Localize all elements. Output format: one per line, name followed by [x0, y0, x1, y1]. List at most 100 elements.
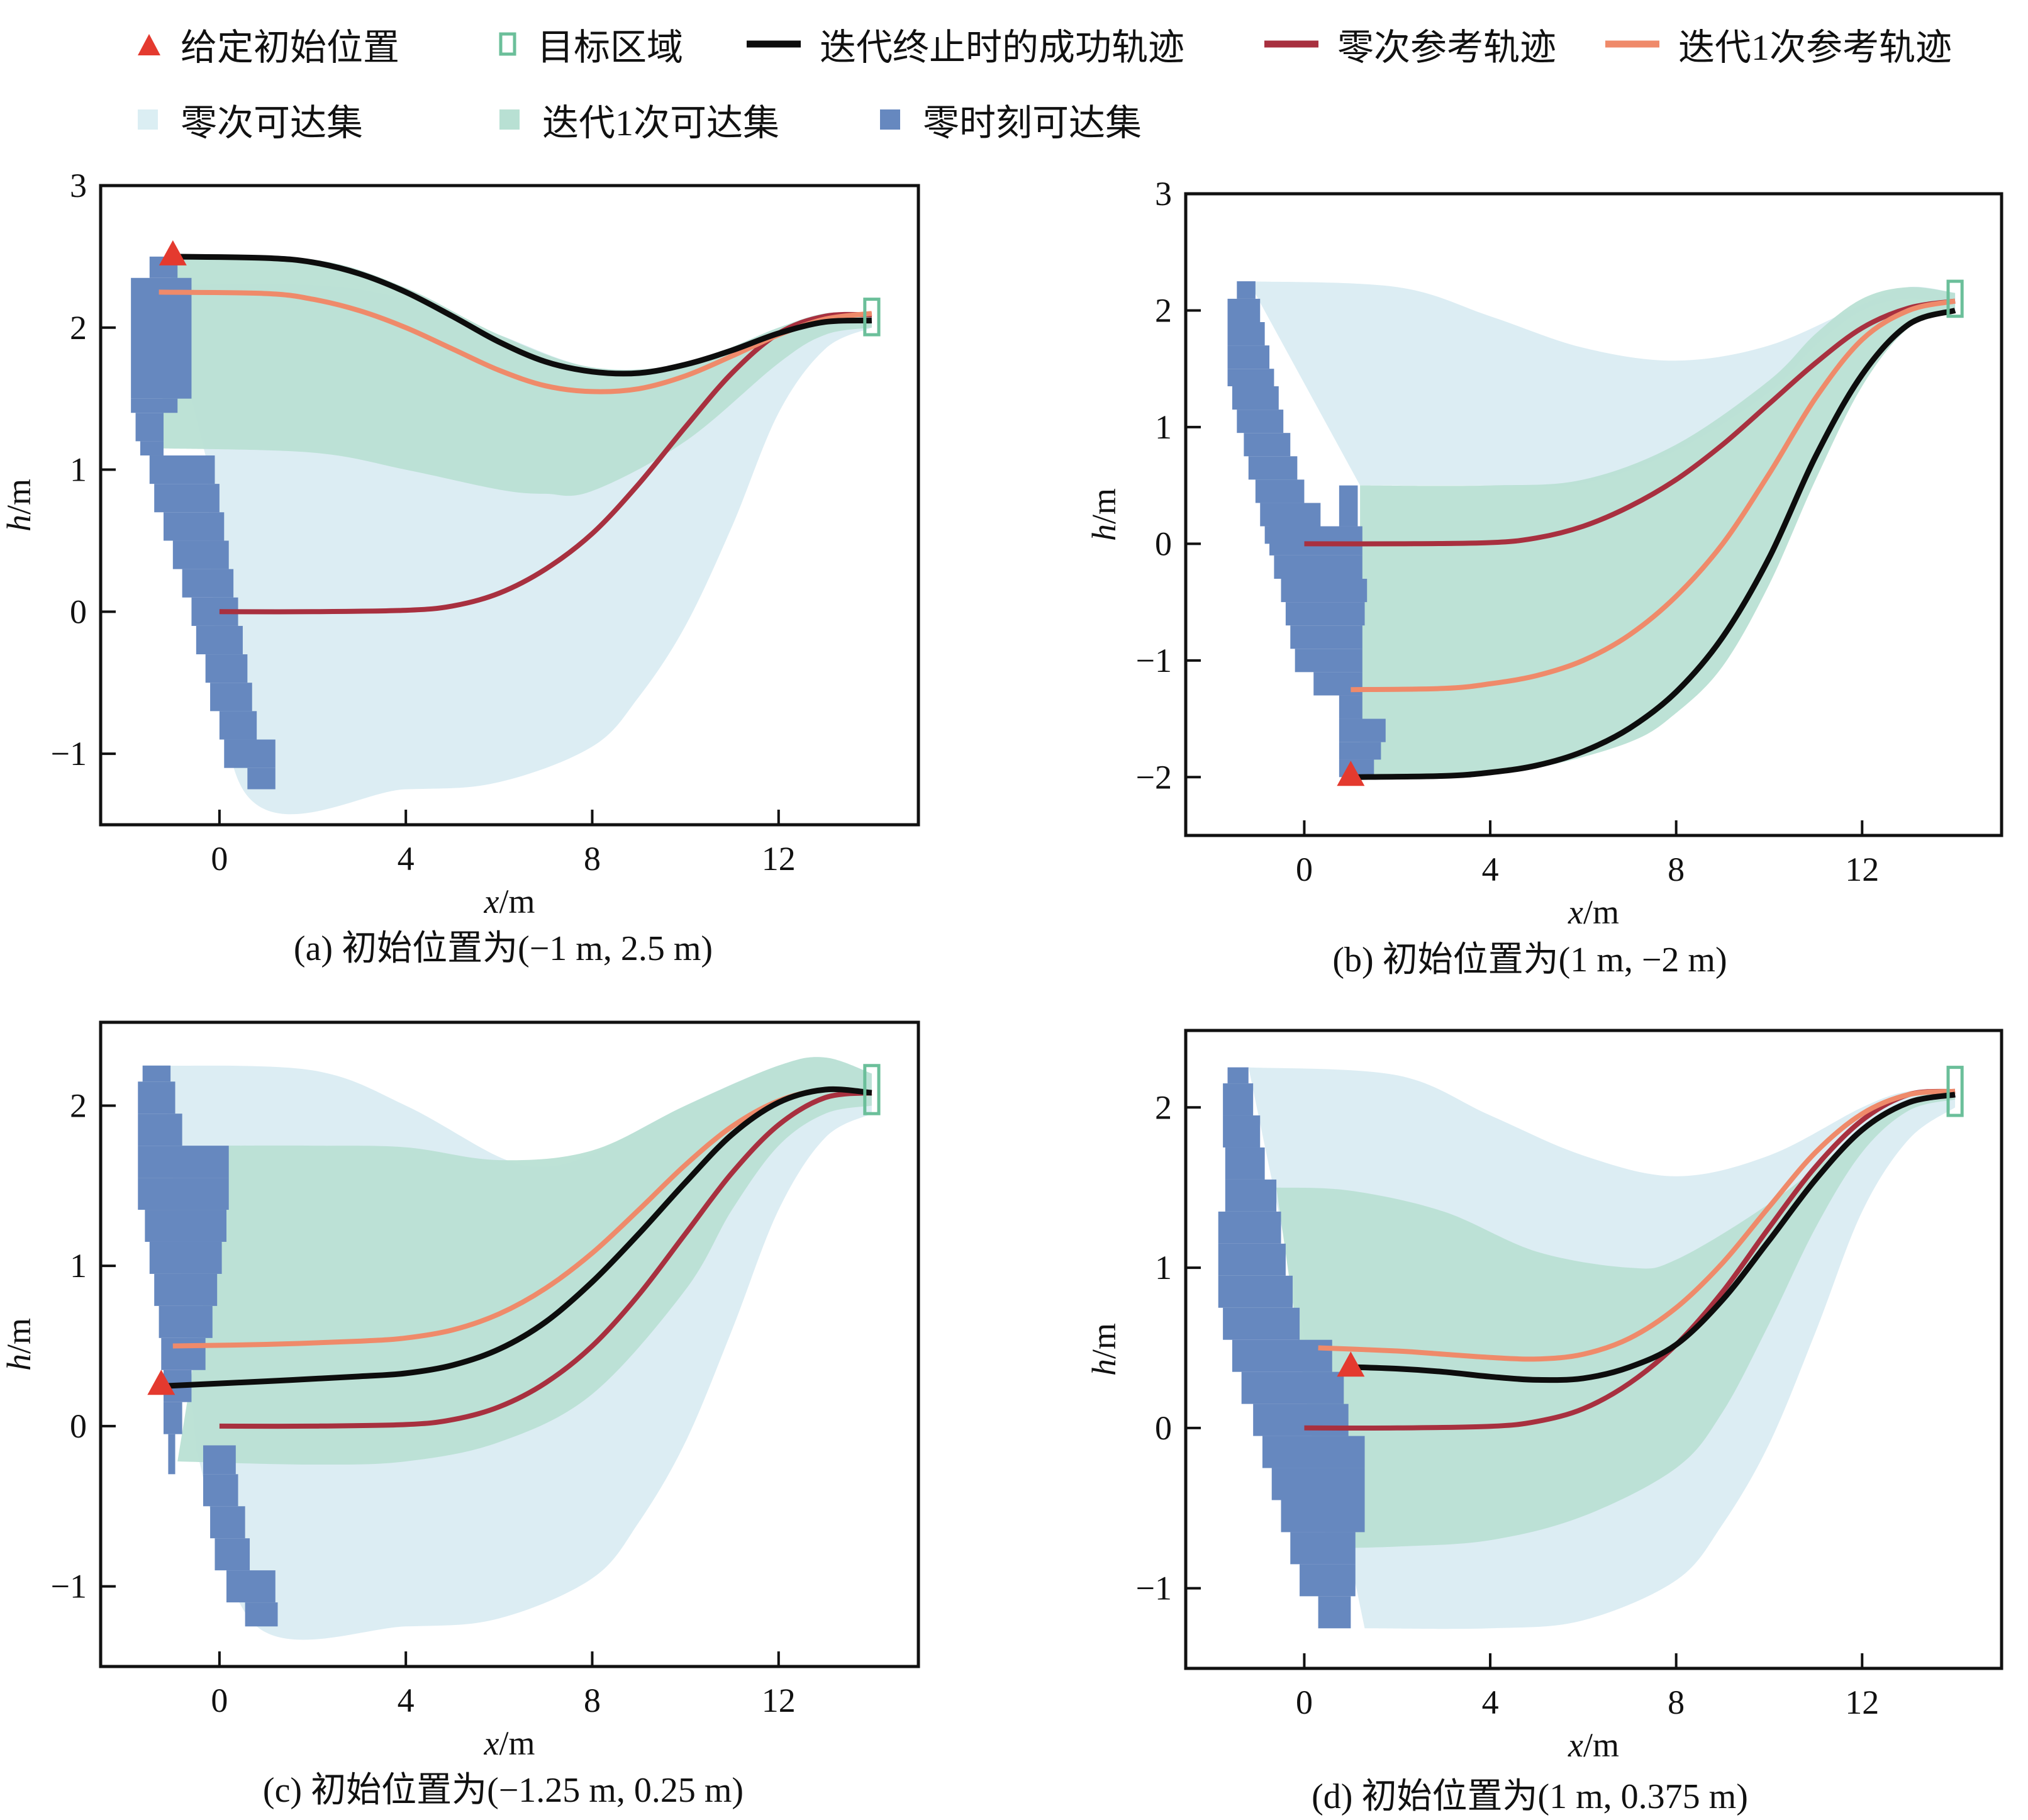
- reachT0-cell: [131, 398, 178, 413]
- y-tick-label: 3: [1155, 175, 1172, 213]
- x-tick-label: 8: [584, 840, 601, 878]
- reachT0-cell: [1339, 485, 1358, 527]
- x-axis-var: x: [484, 883, 499, 920]
- reachT0-cell: [1237, 281, 1256, 299]
- reachT0-cell: [1218, 1275, 1293, 1308]
- reachT0-cell: [172, 540, 229, 569]
- reachT0-cell: [1248, 456, 1298, 480]
- reachT0-cell: [1223, 1307, 1300, 1340]
- black-line-icon: [747, 40, 801, 48]
- trajectory-success: [1351, 308, 1956, 780]
- x-tick-label: 12: [762, 840, 796, 878]
- trajectory-ref1: [1351, 298, 1956, 693]
- reachT0-cell: [1227, 369, 1274, 386]
- reachT0-cell: [1271, 1468, 1365, 1500]
- x-tick-label: 12: [762, 1682, 796, 1719]
- reachT0-cell: [210, 1506, 245, 1539]
- y-axis-var: h: [0, 1354, 38, 1371]
- start-marker: [147, 1370, 176, 1395]
- reachT0-cell: [1232, 1339, 1332, 1372]
- y-tick-label: 3: [70, 167, 87, 204]
- x-tick-label: 0: [211, 1682, 228, 1719]
- x-tick-label: 4: [1482, 1683, 1499, 1721]
- reachT0-cell: [1339, 718, 1386, 742]
- y-axis-var: h: [0, 515, 38, 532]
- trajectory-success: [1351, 1091, 1956, 1383]
- x-tick-label: 0: [1296, 851, 1313, 888]
- reachT0-cell: [1237, 410, 1284, 433]
- x-axis-label: x/m: [1568, 893, 1619, 931]
- reach1-band: [177, 1057, 872, 1465]
- reachT0-cell: [203, 1445, 236, 1475]
- x-axis-unit: /m: [1583, 1726, 1619, 1764]
- reachT0-cell: [1253, 1404, 1349, 1436]
- reachT0-set: [1218, 1067, 1365, 1629]
- legend-label: 迭代1次参考轨迹: [1678, 27, 1953, 68]
- reachT0-cell: [140, 441, 164, 455]
- reachT0-cell: [1225, 1147, 1265, 1180]
- reachT0-cell: [210, 683, 252, 712]
- reachT0-cell: [1227, 345, 1270, 369]
- reachT0-cell: [135, 413, 164, 442]
- reachT0-cell: [138, 1178, 229, 1210]
- legend-item-reach1: 迭代1次可达集: [497, 93, 779, 146]
- start-marker: [1337, 1351, 1365, 1377]
- plot-area: [138, 1057, 872, 1640]
- x-tick-label: 4: [398, 1682, 415, 1719]
- red-triangle-icon: [138, 34, 160, 55]
- y-axis-label: h/m: [0, 479, 38, 532]
- y-tick-label: 0: [1155, 525, 1172, 562]
- reachT0-set: [138, 1065, 278, 1627]
- y-axis-unit: /m: [0, 479, 38, 515]
- reachT0-cell: [1281, 1500, 1365, 1532]
- reachT0-set: [1227, 281, 1386, 778]
- reachT0-cell: [1255, 479, 1305, 503]
- y-tick-label: 0: [1155, 1409, 1172, 1447]
- y-tick-label: 0: [70, 1407, 87, 1445]
- reachT0-cell: [1223, 1115, 1261, 1147]
- x-axis-var: x: [1568, 893, 1583, 931]
- reachT0-cell: [1295, 649, 1362, 673]
- reachT0-cell: [138, 1081, 176, 1114]
- reachT0-cell: [154, 484, 220, 513]
- open-rectangle-icon: [499, 32, 516, 56]
- reachT0-cell: [1227, 1067, 1249, 1084]
- plot-area: [1227, 281, 1956, 780]
- x-axis-label: x/m: [1568, 1726, 1619, 1764]
- legend: 给定初始位置 目标区域 迭代终止时的成功轨迹 零次参考轨迹 迭代1次参考轨迹 零…: [0, 0, 2028, 151]
- trajectory-success: [172, 254, 872, 377]
- reachT0-cell: [131, 277, 192, 399]
- x-axis-unit: /m: [1583, 893, 1619, 931]
- reachT0-cell: [1227, 298, 1261, 322]
- target-region: [863, 1064, 881, 1115]
- y-tick-label: −1: [51, 735, 87, 773]
- reachT0-cell: [1262, 1436, 1365, 1468]
- y-tick-label: 1: [1155, 1249, 1172, 1287]
- axes-frame: [1184, 192, 2003, 837]
- reachT0-cell: [226, 1570, 276, 1603]
- trajectory-ref1: [1318, 1088, 1956, 1362]
- x-axis-var: x: [1568, 1726, 1583, 1764]
- reachT0-cell: [1339, 695, 1362, 719]
- caption-d: (d) 初始位置为(1 m, 0.375 m): [1312, 1777, 1748, 1816]
- y-tick-label: 2: [70, 1086, 87, 1124]
- target-region: [863, 298, 881, 337]
- legend-item-start: 给定初始位置: [135, 18, 399, 70]
- x-tick-label: 4: [1482, 851, 1499, 888]
- trajectory-success: [163, 1086, 872, 1389]
- reachT0-cell: [1290, 1532, 1356, 1565]
- reachT0-cell: [149, 455, 215, 484]
- x-tick-label: 8: [584, 1682, 601, 1719]
- legend-item-reachT0: 零时刻可达集: [878, 93, 1142, 146]
- reachT0-cell: [149, 1241, 222, 1274]
- reachT0-cell: [1318, 1596, 1351, 1629]
- y-axis-label: h/m: [0, 1318, 38, 1371]
- legend-label: 给定初始位置: [181, 27, 400, 68]
- subplot-c: 0 4 8 12 −1 0 1 2 x/m h/m (c) 初始位置为(−1.25 m, 0.25…: [0, 1007, 1006, 1817]
- reachT0-cell: [1269, 526, 1362, 555]
- reachT0-cell: [168, 1434, 176, 1475]
- y-axis-label: h/m: [1085, 488, 1123, 541]
